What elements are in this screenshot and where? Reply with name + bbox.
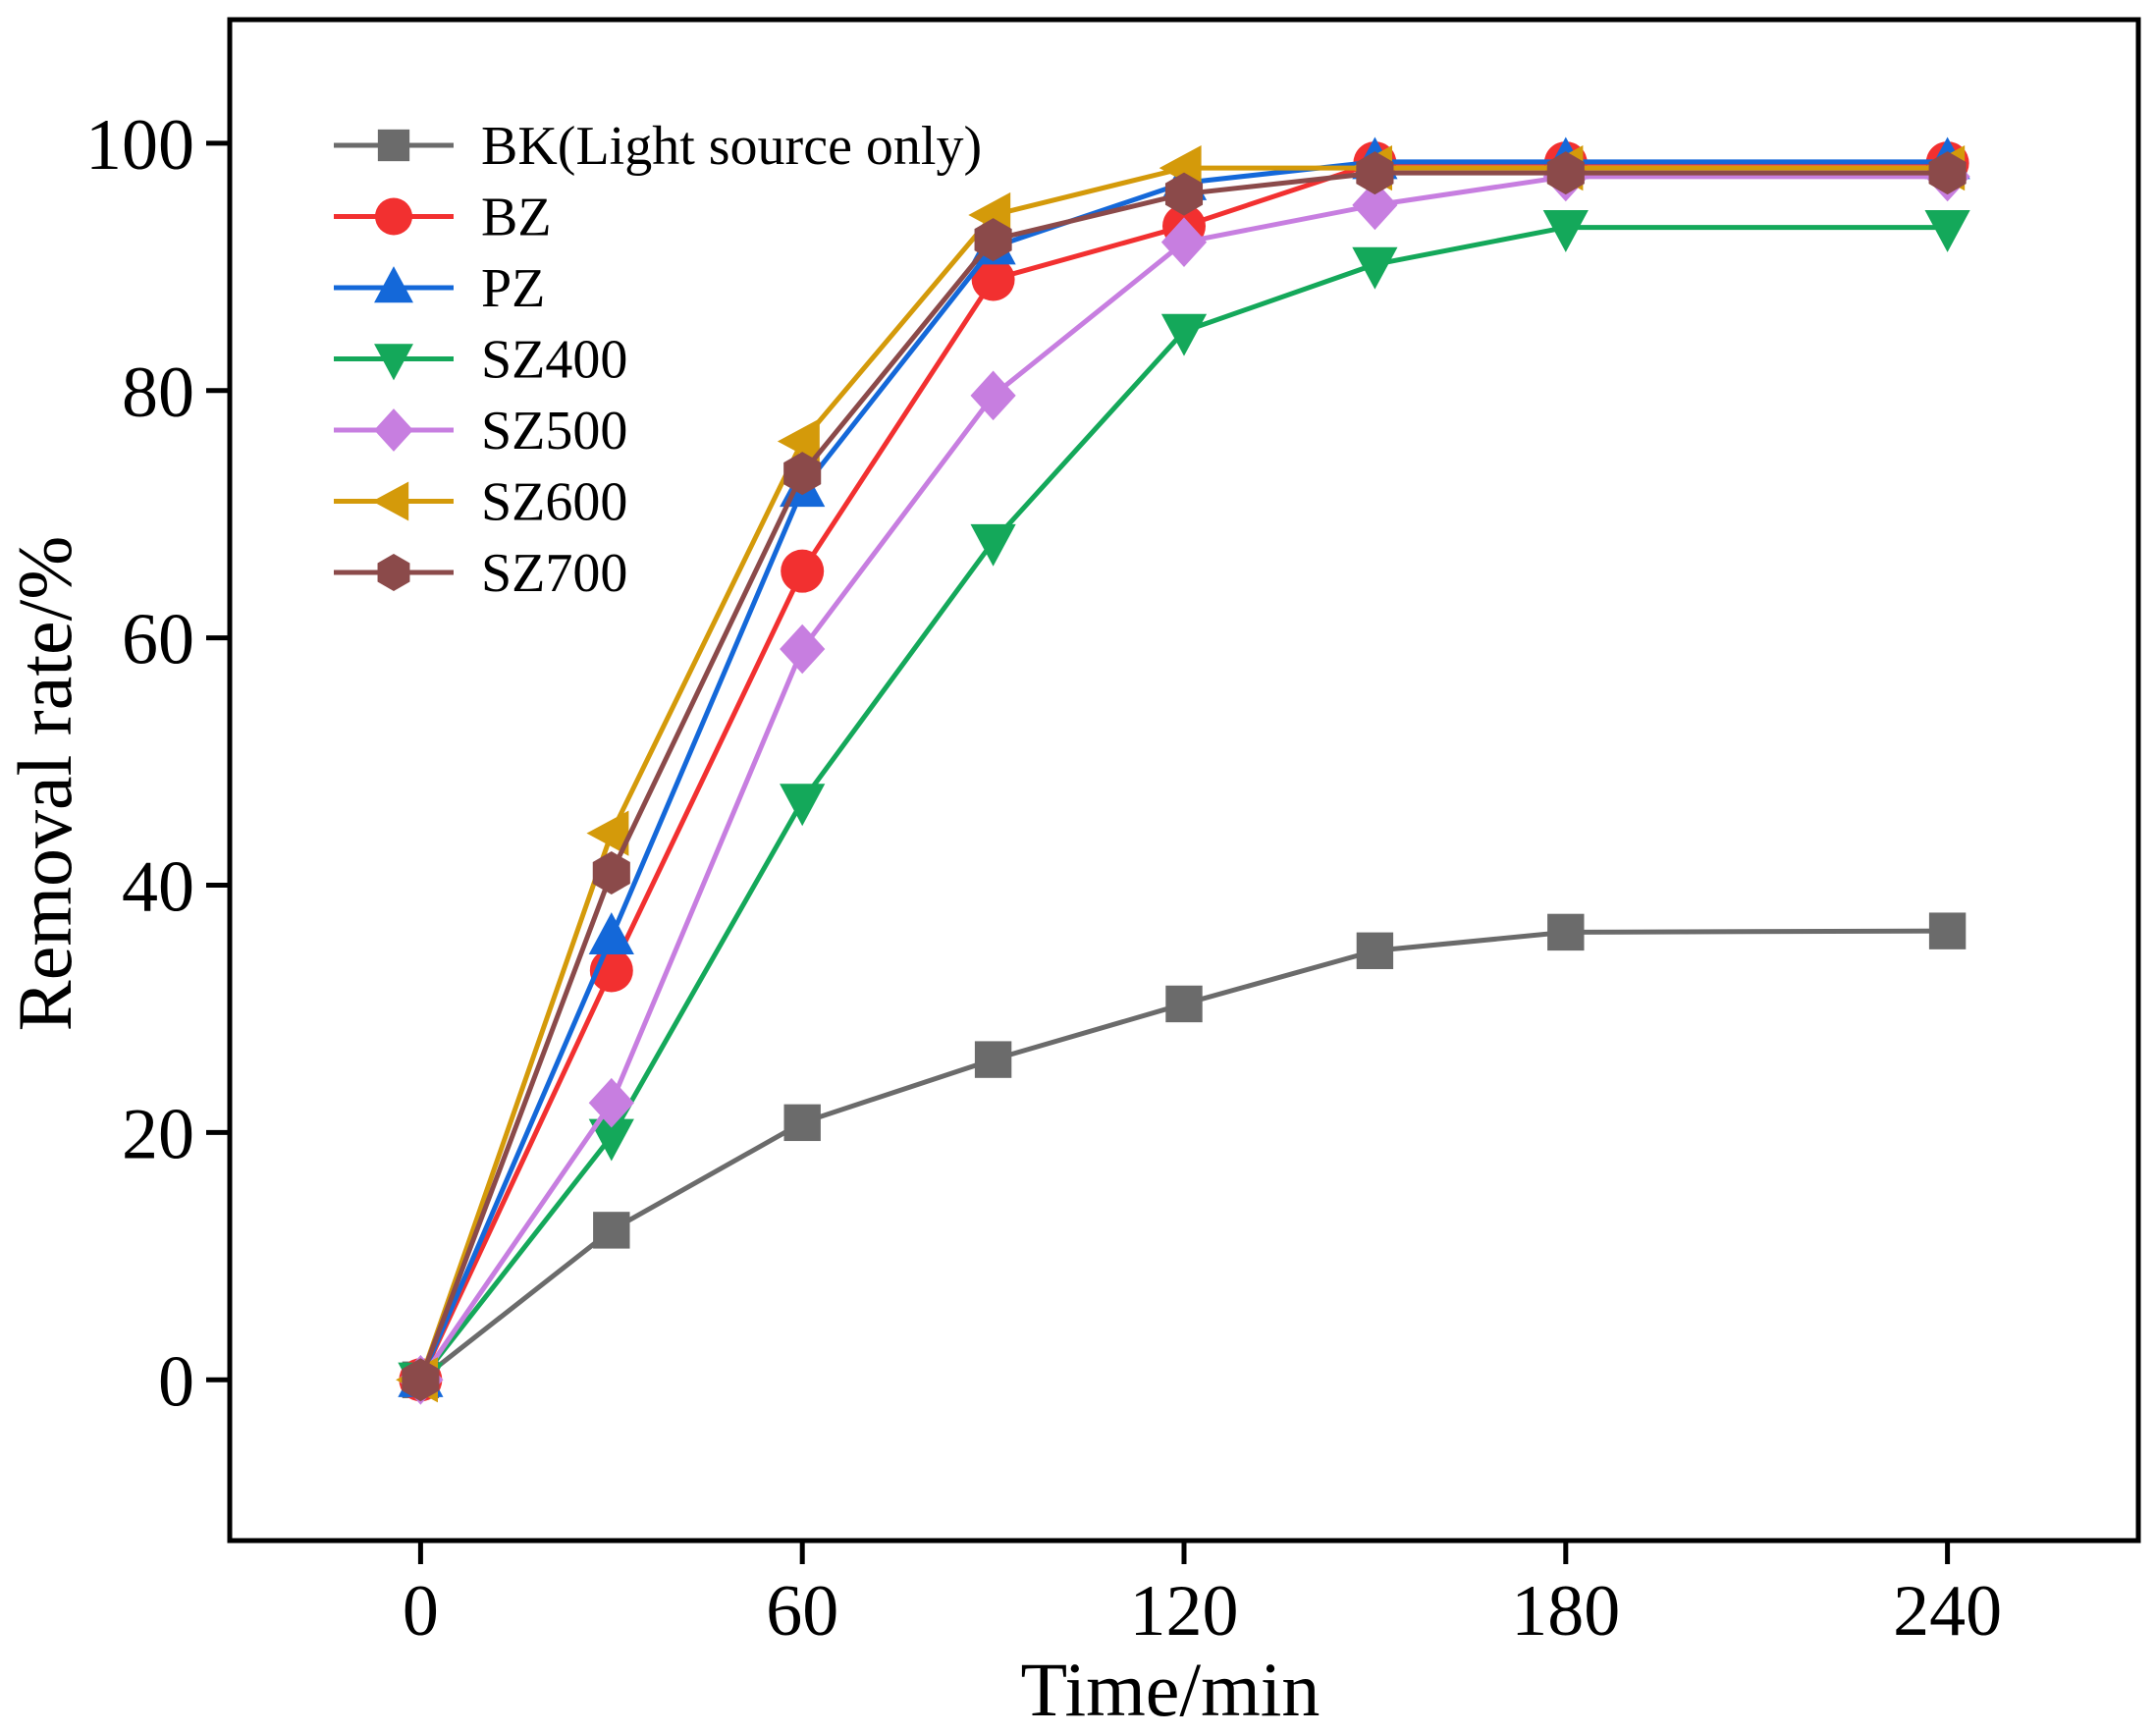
data-point bbox=[586, 810, 629, 856]
data-point bbox=[1542, 209, 1589, 252]
data-point bbox=[1165, 985, 1203, 1023]
data-point bbox=[1928, 912, 1967, 949]
x-axis-title: Time/min bbox=[1021, 1647, 1321, 1732]
y-tick-label: 100 bbox=[85, 105, 194, 186]
data-point bbox=[780, 624, 826, 675]
data-point bbox=[588, 1077, 634, 1128]
series-line bbox=[418, 928, 1948, 1383]
legend-label: SZ400 bbox=[481, 330, 627, 391]
legend-label: BK(Light source only) bbox=[481, 116, 982, 177]
legend-marker bbox=[374, 266, 413, 303]
data-point bbox=[1356, 932, 1394, 969]
data-point bbox=[588, 912, 634, 955]
data-point bbox=[588, 1118, 634, 1162]
data-point bbox=[593, 1212, 630, 1249]
data-point bbox=[1928, 151, 1967, 195]
data-point bbox=[974, 1041, 1012, 1078]
series-layer bbox=[396, 136, 1970, 1405]
legend-label: SZ700 bbox=[481, 543, 627, 604]
series-line bbox=[418, 165, 1948, 1382]
y-tick-label: 0 bbox=[158, 1341, 194, 1422]
data-point bbox=[783, 452, 822, 496]
data-point bbox=[1356, 151, 1394, 195]
series-line bbox=[418, 174, 1948, 1382]
legend: BK(Light source only) BZ PZ SZ400 SZ500 SZ600… bbox=[334, 116, 982, 604]
data-point bbox=[780, 784, 826, 827]
data-point bbox=[1352, 180, 1398, 231]
y-tick-label: 60 bbox=[122, 600, 194, 680]
y-tick-label: 20 bbox=[122, 1094, 194, 1174]
x-tick-label: 240 bbox=[1893, 1571, 2002, 1652]
data-point bbox=[971, 257, 1015, 301]
series-sz700 bbox=[402, 151, 1967, 1402]
legend-label: BZ bbox=[481, 188, 552, 248]
series-line bbox=[418, 170, 1948, 1382]
data-point bbox=[1547, 913, 1585, 951]
data-point bbox=[970, 370, 1016, 421]
legend-marker bbox=[372, 481, 409, 521]
x-tick-label: 0 bbox=[403, 1571, 439, 1652]
data-point bbox=[1352, 246, 1398, 290]
axis-layer: 0 60 120 180 240 0 20 40 60 80 100 bbox=[85, 105, 2002, 1652]
data-point bbox=[777, 418, 820, 464]
series-line bbox=[418, 225, 1948, 1382]
x-tick-label: 180 bbox=[1511, 1571, 1620, 1652]
y-tick-label: 40 bbox=[122, 847, 194, 928]
data-point bbox=[974, 218, 1012, 262]
data-point bbox=[1924, 209, 1970, 252]
data-point bbox=[781, 549, 825, 593]
series-bk-light-source-only- bbox=[402, 912, 1967, 1398]
data-point bbox=[783, 1104, 821, 1142]
x-tick-label: 60 bbox=[766, 1571, 838, 1652]
legend-marker bbox=[374, 344, 413, 381]
data-point bbox=[1164, 172, 1204, 216]
data-point bbox=[592, 850, 630, 895]
y-axis-title: Removal rate/% bbox=[2, 536, 87, 1032]
data-point bbox=[970, 523, 1016, 567]
legend-marker bbox=[377, 554, 410, 591]
legend-label: PZ bbox=[481, 258, 545, 319]
data-point bbox=[1160, 217, 1208, 267]
data-point bbox=[402, 1358, 440, 1402]
legend-marker bbox=[374, 408, 413, 452]
y-tick-label: 80 bbox=[122, 352, 194, 433]
data-point bbox=[1160, 313, 1208, 356]
x-tick-label: 120 bbox=[1130, 1571, 1239, 1652]
legend-label: SZ600 bbox=[481, 472, 627, 533]
legend-marker bbox=[377, 129, 410, 162]
legend-label: SZ500 bbox=[481, 401, 627, 461]
data-point bbox=[1546, 151, 1585, 195]
legend-marker bbox=[375, 197, 412, 236]
